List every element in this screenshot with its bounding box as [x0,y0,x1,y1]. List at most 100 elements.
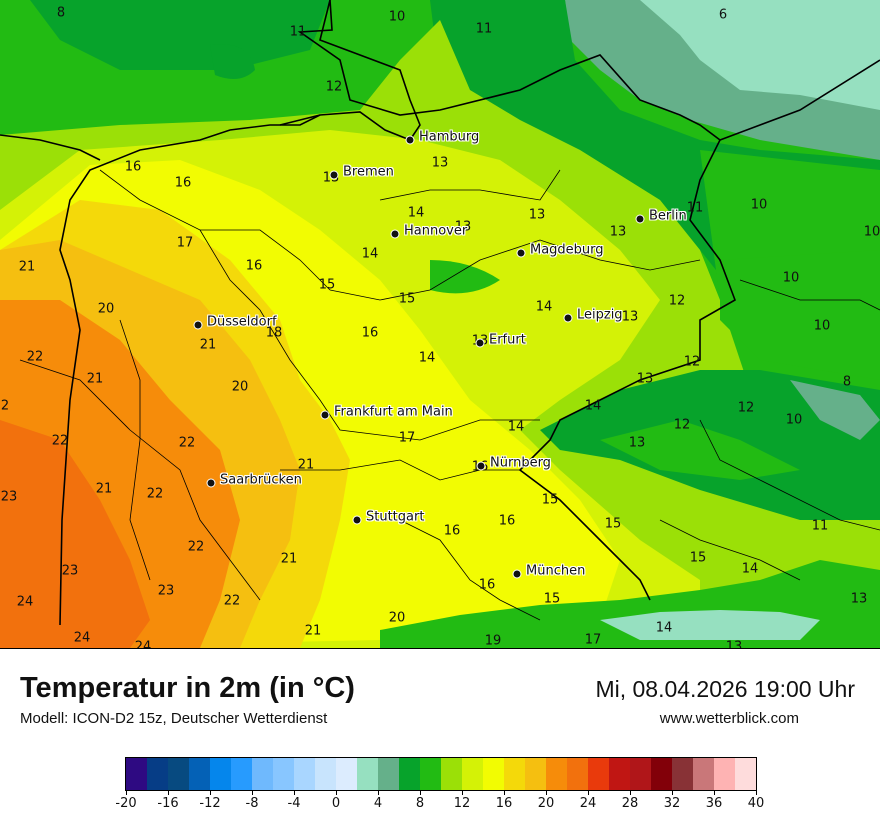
temperature-label: 22 [146,486,164,502]
legend-swatch [273,758,294,790]
temperature-label: 22 [178,435,196,451]
temperature-label: 20 [231,379,249,395]
city-dot-icon [352,515,362,525]
legend-tick-mark [714,790,715,795]
temperature-label: 12 [668,293,686,309]
temperature-label: 12 [683,354,701,370]
temperature-label: 12 [737,400,755,416]
legend-swatch [714,758,735,790]
city-label: Hannover [404,223,468,239]
temperature-label: 15 [604,516,622,532]
temperature-label: 21 [199,337,217,353]
legend-swatch [378,758,399,790]
temperature-label: 17 [176,235,194,251]
legend-swatch [546,758,567,790]
temperature-label: 10 [813,318,831,334]
temperature-label: 20 [388,610,406,626]
temperature-label: 13 [454,219,472,235]
legend-swatch [672,758,693,790]
temperature-label: 12 [673,417,691,433]
temperature-label: 21 [280,551,298,567]
temperature-label: 2 [0,398,10,414]
legend-tick-label: 28 [621,796,639,811]
city-label: Leipzig [577,307,623,323]
legend-tick-label: 40 [747,796,765,811]
city-label: Stuttgart [366,509,425,525]
legend-swatch [609,758,630,790]
legend-swatch [336,758,357,790]
legend-tick-label: -20 [115,796,137,811]
temperature-label: 17 [398,430,416,446]
temperature-label: 15 [318,277,336,293]
temperature-label: 16 [478,577,496,593]
legend-tick-mark [504,790,505,795]
city-dot-icon [329,170,339,180]
city-label: Frankfurt am Main [334,404,453,420]
color-scale-legend [125,757,757,791]
legend-swatch [588,758,609,790]
temperature-label: 18 [265,325,283,341]
legend-swatch [231,758,252,790]
temperature-label: 14 [407,205,425,221]
city-label: München [526,563,586,579]
city-label: Nürnberg [490,455,551,471]
city-label: Magdeburg [530,242,604,258]
legend-tick-mark [210,790,211,795]
city-label: Düsseldorf [207,314,277,330]
legend-tick-label: 8 [415,796,425,811]
legend-tick-label: -12 [199,796,221,811]
map-title: Temperatur in 2m (in °C) [20,672,355,704]
legend-swatch [651,758,672,790]
legend-tick-label: 20 [537,796,555,811]
city-label: Hamburg [419,129,480,145]
legend-swatch [294,758,315,790]
map-background [0,0,880,648]
temperature-label: 11 [475,21,493,37]
temperature-label: 14 [361,246,379,262]
legend-swatch [483,758,504,790]
city-label: Erfurt [489,332,526,348]
legend-tick-mark [336,790,337,795]
legend-swatch [168,758,189,790]
temperature-label: 21 [95,481,113,497]
legend-swatch [357,758,378,790]
legend-tick-mark [252,790,253,795]
temperature-label: 16 [443,523,461,539]
legend-swatch [525,758,546,790]
legend-tick-mark [294,790,295,795]
temperature-label: 10 [785,412,803,428]
temperature-label: 15 [541,492,559,508]
legend-swatch [147,758,168,790]
temperature-label: 13 [431,155,449,171]
temperature-label: 24 [134,639,152,649]
temperature-label: 13 [621,309,639,325]
legend-tick-mark [546,790,547,795]
legend-tick-mark [378,790,379,795]
legend-tick-label: 36 [705,796,723,811]
temperature-label: 16 [245,258,263,274]
website-link[interactable]: www.wetterblick.com [659,710,799,727]
city-dot-icon [320,410,330,420]
legend-tick-mark [672,790,673,795]
legend-tick-mark [756,790,757,795]
temperature-label: 8 [56,5,66,21]
legend-tick-label: 0 [331,796,341,811]
legend-tick-label: -4 [287,796,301,811]
temperature-label: 13 [628,435,646,451]
temperature-label: 23 [0,489,18,505]
city-dot-icon [476,461,486,471]
legend-tick-label: -16 [157,796,179,811]
legend-tick-mark [126,790,127,795]
temperature-label: 22 [51,433,69,449]
legend-swatch [504,758,525,790]
temperature-label: 13 [609,224,627,240]
legend-tick-mark [588,790,589,795]
city-dot-icon [512,569,522,579]
legend-tick-mark [630,790,631,795]
city-dot-icon [516,248,526,258]
temperature-label: 19 [484,633,502,649]
legend-tick-mark [420,790,421,795]
legend-swatch [420,758,441,790]
legend-swatch [462,758,483,790]
temperature-label: 10 [782,270,800,286]
